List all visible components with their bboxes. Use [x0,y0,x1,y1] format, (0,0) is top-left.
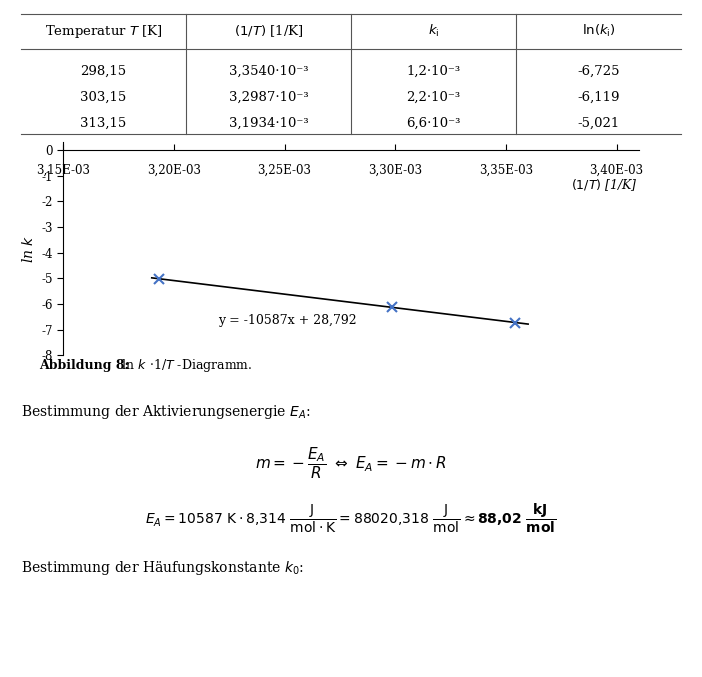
Text: 1,2·10⁻³: 1,2·10⁻³ [406,65,461,78]
Text: $\boldsymbol{E_A} = 10587\ \mathrm{K} \cdot 8{,}314\ \dfrac{\mathrm{J}}{\mathrm{: $\boldsymbol{E_A} = 10587\ \mathrm{K} \c… [145,501,557,535]
Text: $m = -\dfrac{E_A}{R}\ \Leftrightarrow\ E_A = -m \cdot R$: $m = -\dfrac{E_A}{R}\ \Leftrightarrow\ E… [255,446,447,481]
Text: 303,15: 303,15 [81,91,126,104]
Text: 6,6·10⁻³: 6,6·10⁻³ [406,116,461,129]
Text: y = -10587x + 28,792: y = -10587x + 28,792 [218,314,357,327]
Text: 298,15: 298,15 [81,65,126,78]
Text: 3,40E-03: 3,40E-03 [590,164,644,177]
Text: -6,119: -6,119 [577,91,620,104]
Text: 313,15: 313,15 [81,116,126,129]
Text: 3,3540·10⁻³: 3,3540·10⁻³ [229,65,308,78]
Text: Temperatur $T$ [K]: Temperatur $T$ [K] [45,23,162,40]
Text: 3,2987·10⁻³: 3,2987·10⁻³ [229,91,308,104]
Text: 3,30E-03: 3,30E-03 [369,164,423,177]
Text: 3,25E-03: 3,25E-03 [258,164,312,177]
Text: -5,021: -5,021 [577,116,620,129]
Text: Bestimmung der Häufungskonstante $k_0$:: Bestimmung der Häufungskonstante $k_0$: [21,559,304,577]
Text: $(1/T)$ [1/K]: $(1/T)$ [1/K] [234,24,303,39]
Text: 3,35E-03: 3,35E-03 [479,164,533,177]
Text: $k_\mathrm{i}$: $k_\mathrm{i}$ [428,24,439,39]
Text: 3,20E-03: 3,20E-03 [147,164,201,177]
Text: ln $k$ ·1/$T$ -Diagramm.: ln $k$ ·1/$T$ -Diagramm. [118,357,253,374]
Text: Abbildung 8:: Abbildung 8: [39,359,128,372]
Text: 3,1934·10⁻³: 3,1934·10⁻³ [229,116,308,129]
Text: 2,2·10⁻³: 2,2·10⁻³ [406,91,461,104]
Y-axis label: ln $k$: ln $k$ [20,235,36,263]
Text: 3,15E-03: 3,15E-03 [37,164,90,177]
Text: -6,725: -6,725 [577,65,620,78]
Text: $(1/T)$ [1/K]: $(1/T)$ [1/K] [571,177,637,192]
Text: Bestimmung der Aktivierungsenergie $E_A$:: Bestimmung der Aktivierungsenergie $E_A$… [21,403,311,421]
Text: $\ln(k_\mathrm{i})$: $\ln(k_\mathrm{i})$ [581,24,616,39]
